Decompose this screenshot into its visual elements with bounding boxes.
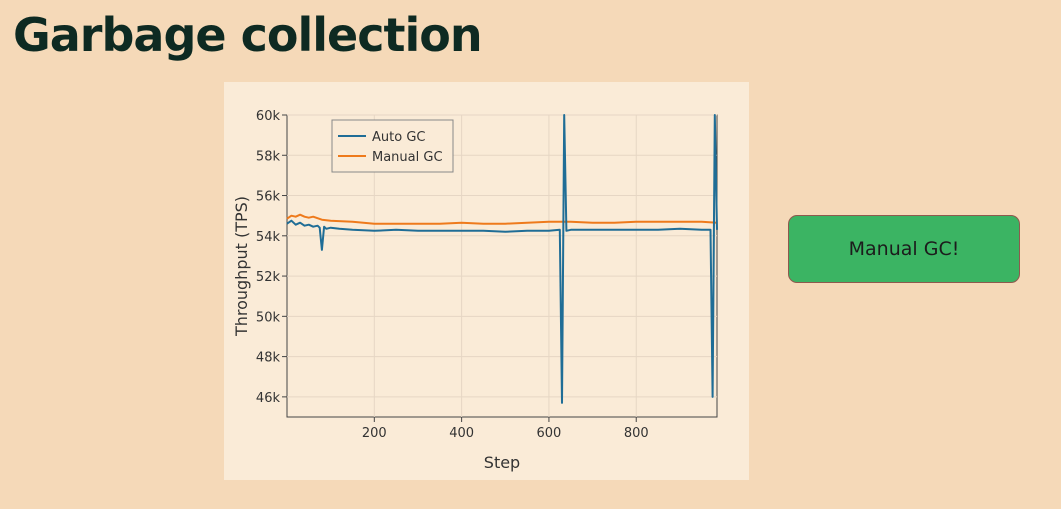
x-tick-label: 800 <box>624 426 649 441</box>
legend: Auto GC Manual GC <box>331 119 454 173</box>
y-tick-label: 52k <box>256 270 281 285</box>
chart-panel: 200 400 600 800 46k 48k 50k 52k 54k 56k 58k 60k Ste… <box>224 82 749 480</box>
legend-label: Auto GC <box>372 130 425 145</box>
series-line-manual-gc <box>286 213 718 225</box>
legend-box <box>331 119 454 173</box>
slide-title: Garbage collection <box>13 8 483 62</box>
y-tick-label: 56k <box>256 190 281 205</box>
y-tick-label: 48k <box>256 351 281 366</box>
x-tick-label: 400 <box>449 426 474 441</box>
ticks: 200 400 600 800 46k 48k 50k 52k 54k 56k 58k 60k <box>256 109 649 441</box>
legend-label: Manual GC <box>372 150 443 165</box>
x-axis-label: Step <box>484 453 520 472</box>
y-tick-label: 50k <box>256 310 281 325</box>
series-layer <box>286 114 718 404</box>
manual-gc-callout: Manual GC! <box>788 215 1020 283</box>
y-tick-label: 58k <box>256 149 281 164</box>
x-tick-label: 600 <box>537 426 562 441</box>
y-tick-label: 60k <box>256 109 281 124</box>
y-axis-label: Throughput (TPS) <box>232 196 251 337</box>
y-tick-label: 46k <box>256 391 281 406</box>
x-tick-label: 200 <box>362 426 387 441</box>
series-line-auto-gc <box>286 114 718 404</box>
throughput-chart: 200 400 600 800 46k 48k 50k 52k 54k 56k 58k 60k Ste… <box>232 109 718 472</box>
y-tick-label: 54k <box>256 230 281 245</box>
